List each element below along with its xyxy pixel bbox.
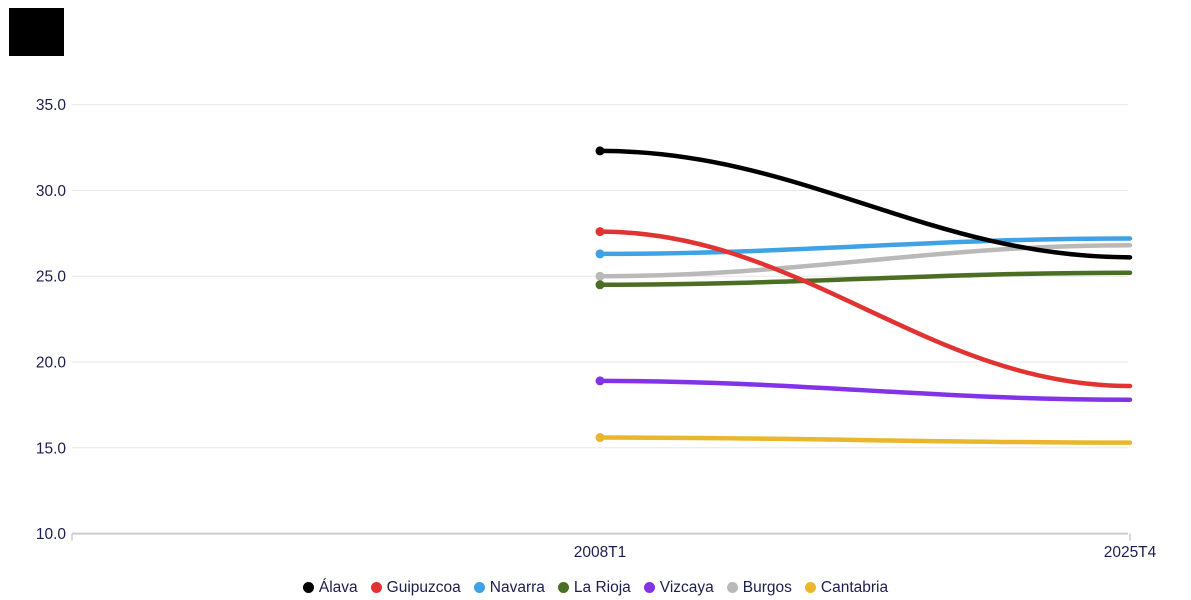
series-start-marker[interactable]	[595, 280, 605, 290]
legend-dot	[557, 582, 569, 593]
legend-dot	[643, 582, 655, 593]
legend-item-guipuzcoa[interactable]: Guipuzcoa	[370, 578, 461, 596]
black-corner-box	[9, 8, 64, 56]
series-line-guipuzcoa[interactable]	[597, 229, 1133, 389]
series-line-navarra[interactable]	[597, 236, 1133, 257]
series-line-álava[interactable]	[597, 148, 1133, 260]
legend-item-vizcaya[interactable]: Vizcaya	[643, 578, 714, 596]
series-line-vizcaya[interactable]	[597, 378, 1133, 403]
series-start-marker[interactable]	[595, 271, 605, 281]
legend-item-burgos[interactable]: Burgos	[726, 578, 792, 596]
series-line-cantabria[interactable]	[597, 435, 1133, 445]
series-start-marker[interactable]	[595, 249, 605, 259]
series-start-marker[interactable]	[595, 146, 605, 156]
legend-dot	[370, 582, 382, 593]
legend-item-álava[interactable]: Álava	[302, 578, 358, 596]
series-line-la-rioja[interactable]	[597, 270, 1133, 288]
legend-dot	[726, 582, 738, 593]
x-axis-tick-label: 2008T1	[574, 544, 627, 561]
legend-item-navarra[interactable]: Navarra	[473, 578, 545, 596]
legend-label: Álava	[318, 578, 358, 596]
legend-dot	[473, 582, 485, 593]
legend-label: Burgos	[742, 578, 792, 596]
y-axis-tick-label: 20.0	[36, 355, 67, 372]
legend-label: Vizcaya	[659, 578, 714, 596]
series-start-marker[interactable]	[595, 227, 605, 237]
legend-label: Guipuzcoa	[386, 578, 461, 596]
y-axis-tick-label: 10.0	[36, 526, 67, 543]
y-axis-tick-label: 15.0	[36, 440, 67, 457]
legend-label: Cantabria	[820, 578, 889, 596]
legend-label: La Rioja	[573, 578, 631, 596]
y-axis-tick-label: 30.0	[36, 183, 67, 200]
series-start-marker[interactable]	[595, 376, 605, 386]
x-axis-tick-label: 2025T4	[1104, 544, 1157, 561]
y-axis-tick-label: 25.0	[36, 269, 67, 286]
chart-legend: Álava Guipuzcoa Navarra La Rioja Vizcaya Burg…	[0, 575, 1191, 600]
legend-label: Navarra	[489, 578, 545, 596]
series-start-marker[interactable]	[595, 433, 605, 443]
legend-dot	[302, 582, 314, 593]
y-axis-tick-label: 35.0	[36, 97, 67, 114]
legend-item-cantabria[interactable]: Cantabria	[804, 578, 889, 596]
legend-dot	[804, 582, 816, 593]
legend-item-la-rioja[interactable]: La Rioja	[557, 578, 631, 596]
series-line-burgos[interactable]	[597, 243, 1133, 279]
